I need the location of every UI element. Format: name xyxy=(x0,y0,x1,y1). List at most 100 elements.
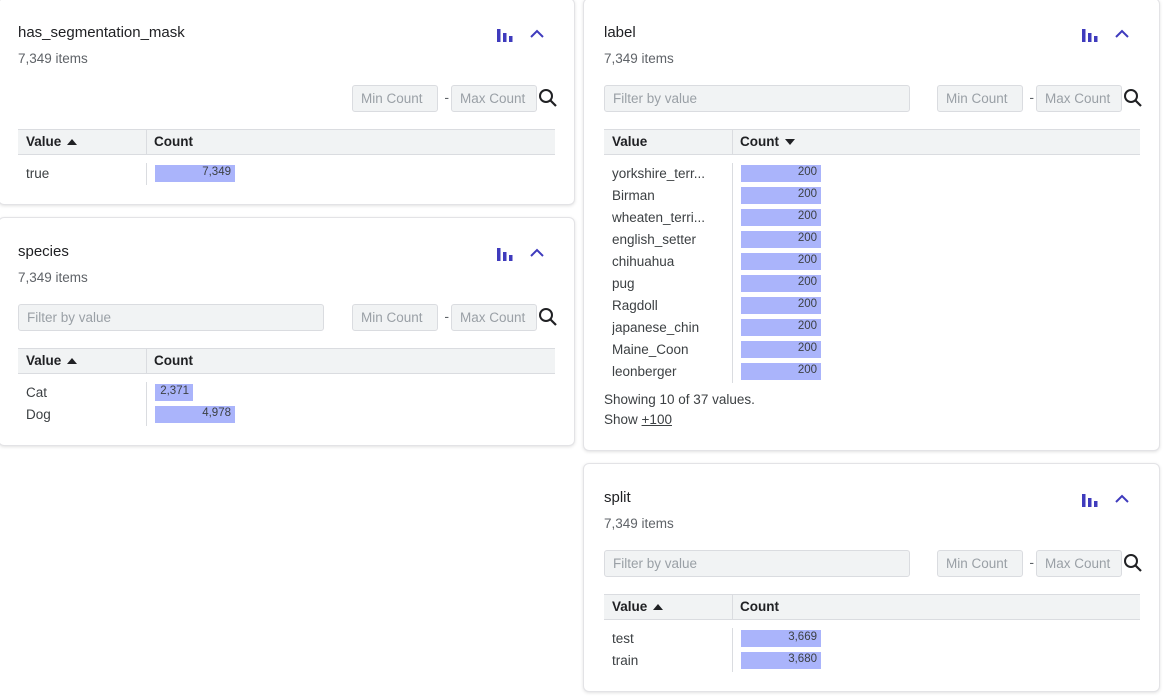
count-filter-row: - xyxy=(18,85,557,112)
sort-by-value-header[interactable]: Value xyxy=(612,134,647,149)
row-value: japanese_chin xyxy=(612,320,700,335)
card-item-count: 7,349 items xyxy=(18,270,88,285)
table-row[interactable]: Cat 2,371 xyxy=(18,382,555,404)
sort-asc-icon xyxy=(67,138,78,145)
table-row[interactable]: leonberger 200 xyxy=(604,361,1140,383)
value-count-table: Value Count yorkshire_terr... 200 Birman 20… xyxy=(604,129,1140,383)
table-header: Value Count xyxy=(604,129,1140,155)
min-count-input[interactable] xyxy=(937,85,1023,112)
table-body: yorkshire_terr... 200 Birman 200 wheaten_ter… xyxy=(604,155,1140,383)
card-has-segmentation-mask: has_segmentation_mask 7,349 items - Valu… xyxy=(0,0,575,205)
table-row[interactable]: test 3,669 xyxy=(604,628,1140,650)
table-header: Value Count xyxy=(604,594,1140,620)
table-row[interactable]: Maine_Coon 200 xyxy=(604,339,1140,361)
table-row[interactable]: yorkshire_terr... 200 xyxy=(604,163,1140,185)
sort-by-value-header[interactable]: Value xyxy=(26,134,78,149)
count-label: 4,978 xyxy=(202,407,231,419)
filter-row: - xyxy=(18,304,557,331)
header-count-label: Count xyxy=(740,134,779,149)
showing-count-text: Showing 10 of 37 values. xyxy=(604,392,755,407)
show-more-row: Show +100 xyxy=(604,412,672,427)
value-count-table: Value Count Cat 2,371 Dog 4,978 xyxy=(18,348,555,426)
header-count-label: Count xyxy=(154,134,193,149)
count-label: 200 xyxy=(797,342,817,354)
sort-by-value-header[interactable]: Value xyxy=(26,353,78,368)
sort-by-count-header[interactable]: Count xyxy=(740,134,795,149)
count-label: 3,680 xyxy=(788,653,817,665)
filter-by-value-input[interactable] xyxy=(604,85,910,112)
row-value: train xyxy=(612,653,639,668)
count-label: 200 xyxy=(797,276,817,288)
table-row[interactable]: Birman 200 xyxy=(604,185,1140,207)
table-row[interactable]: train 3,680 xyxy=(604,650,1140,672)
count-label: 3,669 xyxy=(788,631,817,643)
bar-chart-icon[interactable] xyxy=(1079,23,1101,45)
value-count-table: Value Count test 3,669 train 3,680 xyxy=(604,594,1140,672)
search-icon[interactable] xyxy=(537,306,559,328)
chevron-up-icon[interactable] xyxy=(1111,488,1133,510)
count-label: 7,349 xyxy=(202,166,231,178)
row-value: Maine_Coon xyxy=(612,342,689,357)
bar-chart-icon[interactable] xyxy=(494,23,516,45)
table-header: Value Count xyxy=(18,348,555,374)
table-row[interactable]: chihuahua 200 xyxy=(604,251,1140,273)
max-count-input[interactable] xyxy=(1036,85,1122,112)
min-count-input[interactable] xyxy=(937,550,1023,577)
count-bar xyxy=(741,630,821,647)
chevron-up-icon[interactable] xyxy=(1111,23,1133,45)
table-row[interactable]: wheaten_terri... 200 xyxy=(604,207,1140,229)
chevron-up-icon[interactable] xyxy=(526,242,548,264)
row-value: english_setter xyxy=(612,232,697,247)
count-bar xyxy=(741,165,821,182)
show-more-link[interactable]: +100 xyxy=(641,412,672,427)
header-count-label: Count xyxy=(740,599,779,614)
row-value: test xyxy=(612,631,634,646)
count-label: 200 xyxy=(797,364,817,376)
row-value: Birman xyxy=(612,188,655,203)
table-row[interactable]: Dog 4,978 xyxy=(18,404,555,426)
filter-row: - xyxy=(604,85,1142,112)
min-count-input[interactable] xyxy=(352,85,438,112)
table-row[interactable]: pug 200 xyxy=(604,273,1140,295)
row-value: leonberger xyxy=(612,364,677,379)
count-label: 2,371 xyxy=(160,385,189,397)
max-count-input[interactable] xyxy=(451,85,537,112)
count-label: 200 xyxy=(797,254,817,266)
sort-by-count-header[interactable]: Count xyxy=(740,599,779,614)
card-label: label 7,349 items - Value Count yorkshir… xyxy=(583,0,1160,451)
table-row[interactable]: english_setter 200 xyxy=(604,229,1140,251)
filter-by-value-input[interactable] xyxy=(18,304,324,331)
search-icon[interactable] xyxy=(1122,87,1144,109)
filter-by-value-input[interactable] xyxy=(604,550,910,577)
count-bar xyxy=(155,165,235,182)
max-count-input[interactable] xyxy=(1036,550,1122,577)
table-row[interactable]: Ragdoll 200 xyxy=(604,295,1140,317)
row-value: pug xyxy=(612,276,635,291)
count-bar xyxy=(741,297,821,314)
table-row[interactable]: japanese_chin 200 xyxy=(604,317,1140,339)
bar-chart-icon[interactable] xyxy=(1079,488,1101,510)
count-label: 200 xyxy=(797,188,817,200)
count-label: 200 xyxy=(797,210,817,222)
chevron-up-icon[interactable] xyxy=(526,23,548,45)
sort-asc-icon xyxy=(67,357,78,364)
sort-by-value-header[interactable]: Value xyxy=(612,599,664,614)
table-body: true 7,349 xyxy=(18,155,555,185)
bar-chart-icon[interactable] xyxy=(494,242,516,264)
row-value: Ragdoll xyxy=(612,298,658,313)
table-row[interactable]: true 7,349 xyxy=(18,163,555,185)
range-dash: - xyxy=(444,89,449,105)
card-title: label xyxy=(604,24,636,41)
count-bar xyxy=(741,209,821,226)
search-icon[interactable] xyxy=(537,87,559,109)
card-split: split 7,349 items - Value Count test 3,66… xyxy=(583,463,1160,692)
max-count-input[interactable] xyxy=(451,304,537,331)
sort-by-count-header[interactable]: Count xyxy=(154,353,193,368)
sort-by-count-header[interactable]: Count xyxy=(154,134,193,149)
min-count-input[interactable] xyxy=(352,304,438,331)
row-value: yorkshire_terr... xyxy=(612,166,706,181)
range-dash: - xyxy=(1029,554,1034,570)
card-item-count: 7,349 items xyxy=(18,51,88,66)
search-icon[interactable] xyxy=(1122,552,1144,574)
header-value-label: Value xyxy=(26,134,62,149)
